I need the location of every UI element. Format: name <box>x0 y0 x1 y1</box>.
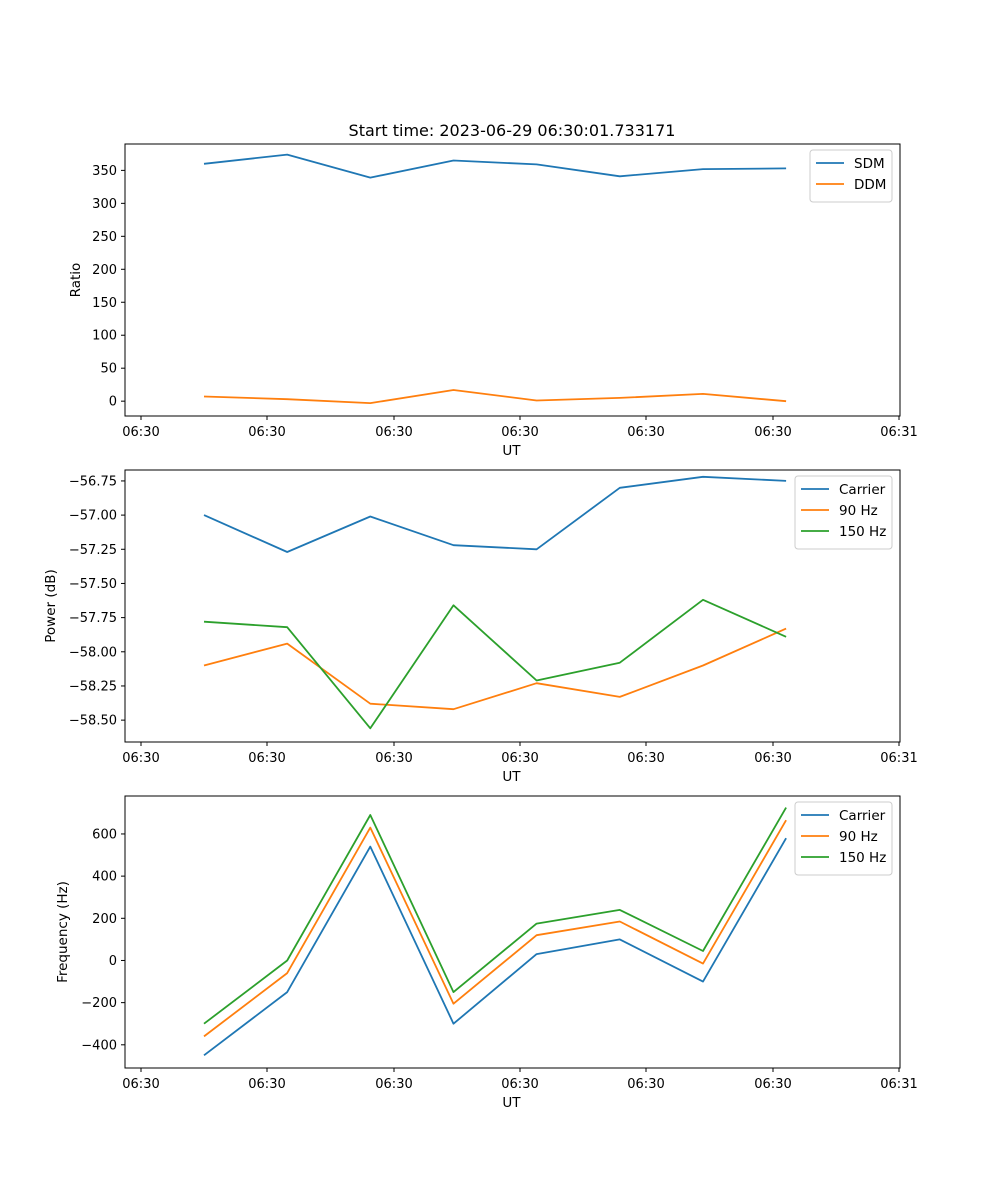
chart-panel-1: 0 50 100 150 200 250 300 350 06:30 06:30 06:30 06:3… <box>68 143 918 459</box>
y-tick-label: 150 <box>92 296 117 311</box>
x-tick-label: 06:30 <box>501 751 538 766</box>
plot-frame <box>124 795 901 1069</box>
y-tick-label: −57.25 <box>69 543 117 558</box>
y-tick-label: 200 <box>92 263 117 278</box>
series-line-90-hz <box>203 819 787 1038</box>
y-tick-label: 200 <box>92 912 117 927</box>
x-tick-label: 06:30 <box>122 425 159 440</box>
x-tick-label: 06:30 <box>248 1077 285 1092</box>
y-tick-label: 250 <box>92 230 117 245</box>
y-tick-label: −200 <box>81 996 117 1011</box>
legend: SDM DDM <box>809 149 893 203</box>
y-tick-label: −58.00 <box>69 645 117 660</box>
x-tick-label: 06:30 <box>248 751 285 766</box>
y-tick-label: 400 <box>92 870 117 885</box>
x-tick-label: 06:30 <box>754 425 791 440</box>
plot-frame <box>124 469 901 743</box>
x-tick-label: 06:30 <box>122 1077 159 1092</box>
series-line-sdm <box>203 153 787 179</box>
y-tick-label: −58.50 <box>69 714 117 729</box>
y-tick-label: −56.75 <box>69 474 117 489</box>
x-tick-label: 06:30 <box>375 751 412 766</box>
series-line-carrier <box>203 475 787 553</box>
x-tick-label: 06:30 <box>501 1077 538 1092</box>
y-tick-label: 600 <box>92 827 117 842</box>
chart-panel-2: −58.50 −58.25 −58.00 −57.75 −57.50 −57.25 −57.… <box>43 469 918 785</box>
legend-label: 90 Hz <box>839 829 878 845</box>
legend: Carrier 90 Hz 150 Hz <box>794 801 893 876</box>
x-tick-label: 06:30 <box>754 1077 791 1092</box>
x-axis-label: UT <box>502 1095 521 1111</box>
legend-label: DDM <box>854 177 886 193</box>
legend-label: SDM <box>854 156 885 172</box>
legend-label: 150 Hz <box>839 524 886 540</box>
x-tick-label: 06:30 <box>122 751 159 766</box>
x-tick-label: 06:31 <box>880 425 917 440</box>
y-tick-label: −58.25 <box>69 679 117 694</box>
x-tick-label: 06:30 <box>627 425 664 440</box>
y-tick-label: 50 <box>100 362 117 377</box>
legend: Carrier 90 Hz 150 Hz <box>794 475 893 550</box>
x-tick-label: 06:30 <box>627 1077 664 1092</box>
series-line-150-hz <box>203 598 787 730</box>
x-axis-label: UT <box>502 769 521 785</box>
figure-title: Start time: 2023-06-29 06:30:01.733171 <box>349 121 676 140</box>
series-line-ddm <box>203 389 787 405</box>
x-tick-label: 06:30 <box>375 425 412 440</box>
legend-label: 90 Hz <box>839 503 878 519</box>
y-tick-label: 0 <box>109 395 117 410</box>
series-line-carrier <box>203 837 787 1057</box>
y-tick-label: 100 <box>92 329 117 344</box>
series-line-150-hz <box>203 807 787 1025</box>
x-tick-label: 06:31 <box>880 1077 917 1092</box>
x-axis-label: UT <box>502 443 521 459</box>
y-tick-label: 300 <box>92 197 117 212</box>
y-tick-label: −57.75 <box>69 611 117 626</box>
chart-panel-3: −400 −200 0 200 400 600 06:30 06:30 06:30 06:30 06… <box>55 795 918 1111</box>
y-tick-label: −57.00 <box>69 509 117 524</box>
legend-label: Carrier <box>839 808 886 824</box>
y-tick-label: −400 <box>81 1038 117 1053</box>
plot-frame <box>124 143 901 417</box>
y-tick-label: 350 <box>92 164 117 179</box>
x-tick-label: 06:30 <box>627 751 664 766</box>
x-tick-label: 06:30 <box>501 425 538 440</box>
legend-label: 150 Hz <box>839 850 886 866</box>
y-axis-label: Power (dB) <box>43 569 59 642</box>
x-tick-label: 06:31 <box>880 751 917 766</box>
x-tick-label: 06:30 <box>248 425 285 440</box>
series-line-90-hz <box>203 627 787 711</box>
panels: 0 50 100 150 200 250 300 350 06:30 06:30 06:30 06:3… <box>43 143 918 1111</box>
x-tick-label: 06:30 <box>754 751 791 766</box>
y-tick-label: −57.50 <box>69 577 117 592</box>
y-axis-label: Ratio <box>68 263 84 298</box>
y-tick-label: 0 <box>109 954 117 969</box>
legend-label: Carrier <box>839 482 886 498</box>
y-axis-label: Frequency (Hz) <box>55 881 71 983</box>
x-tick-label: 06:30 <box>375 1077 412 1092</box>
